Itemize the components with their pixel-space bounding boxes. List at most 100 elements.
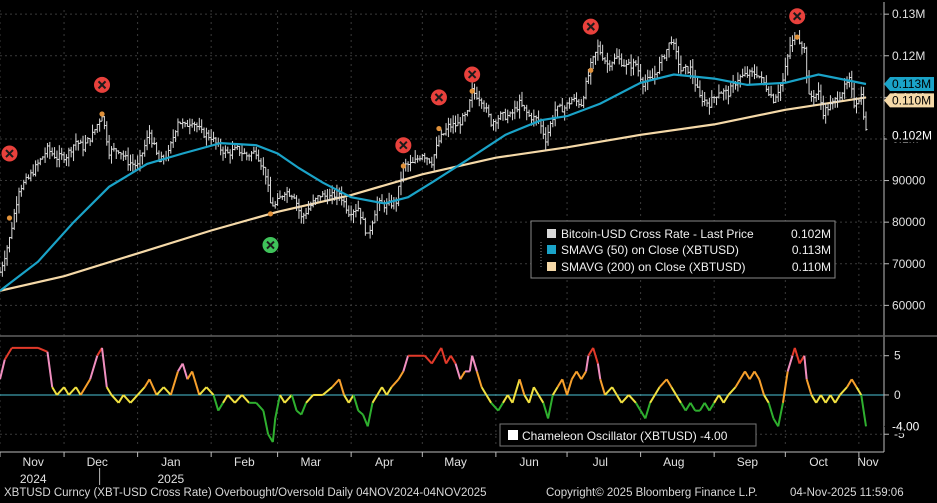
signal-dot	[794, 34, 800, 40]
oscillator-segment	[805, 378, 813, 396]
signal-marker-cross	[467, 70, 477, 79]
sma50-layer	[0, 73, 867, 292]
oscillator-segment	[649, 394, 656, 404]
oscillator-segment	[592, 347, 599, 364]
oscillator-segment	[786, 355, 794, 372]
oscillator-segment	[727, 386, 737, 396]
oscillator-segment	[490, 402, 499, 412]
sma200-layer	[0, 96, 867, 292]
footer-copyright: Copyright© 2025 Bloomberg Finance L.P.	[546, 487, 758, 499]
month-tick-label: Dec	[87, 455, 108, 469]
signal-marker-cross	[399, 140, 408, 150]
sma200-axis-tag: 0.110M	[884, 93, 934, 108]
price-axis-tag-box	[884, 128, 934, 143]
oscillator-segment	[675, 394, 682, 404]
oscillator-segment	[684, 402, 692, 412]
overbought-marker-icon	[1, 145, 18, 162]
oscillator-segment	[143, 378, 151, 388]
overbought-marker-icon	[94, 76, 111, 93]
sma200-line	[0, 96, 867, 292]
legend-swatch-sma50	[547, 245, 556, 254]
oscillator-segment	[480, 386, 488, 396]
oscillator-legend-box	[499, 423, 757, 447]
signal-marker-cross	[5, 149, 14, 158]
oscillator-segment	[665, 378, 673, 388]
oscillator-segment	[129, 394, 139, 404]
oscillator-tick-label: 5	[894, 349, 901, 363]
oscillator-segment	[68, 386, 77, 396]
oscillator-segment	[781, 371, 789, 403]
oscillator-segment	[850, 378, 858, 388]
overbought-marker-icon	[430, 89, 447, 106]
oscillator-segment	[212, 394, 220, 411]
oscillator-segment	[46, 351, 54, 388]
oscillator-segment	[217, 402, 224, 412]
oscillator-segment	[471, 355, 478, 372]
chart-footer: XBTUSD Curncy (XBT-USD Cross Rate) Overb…	[0, 485, 937, 503]
oscillator-segment	[222, 394, 229, 404]
sma200-axis-tag-text: 0.110M	[892, 93, 931, 107]
price-tick-label: 90000	[892, 174, 926, 188]
oscillator-segment	[635, 402, 642, 412]
oscillator-segment	[575, 370, 583, 380]
oscillator-segment	[570, 370, 578, 380]
month-tick-label: Sep	[737, 455, 759, 469]
oscillator-segment	[708, 402, 716, 412]
legend-value-sma50: 0.113M	[792, 243, 831, 257]
oscillator-segment	[658, 378, 668, 388]
oscillator-segment	[162, 386, 172, 396]
oscillator-segment	[829, 394, 837, 404]
oscillator-segment	[616, 394, 623, 404]
oscillator-segment	[338, 378, 345, 396]
price-axis-tag: 0.102M	[884, 128, 934, 143]
oscillator-legend: Chameleon Oscillator (XBTUSD) -4.00	[499, 423, 757, 447]
oscillator-segment	[753, 370, 761, 380]
oscillator-segment	[502, 394, 509, 404]
signal-marker-cross	[586, 22, 595, 31]
oscillator-segment	[537, 394, 545, 404]
oscillator-segment	[551, 386, 559, 396]
oscillator-segment	[0, 359, 6, 380]
oscillator-segment	[347, 394, 355, 404]
oscillator-segment	[279, 394, 286, 404]
oscillator-segment	[169, 371, 179, 396]
oscillator-segment	[63, 386, 70, 396]
oscillator-segment	[3, 347, 13, 361]
oscillator-axis-tag: -4.00	[884, 419, 934, 434]
oscillator-segment	[820, 394, 827, 404]
price-tick-label: 0.13M	[892, 7, 925, 21]
oscillator-segment	[815, 394, 822, 404]
oscillator-segment	[523, 394, 530, 404]
oscillator-segment	[722, 394, 730, 404]
oscillator-segment	[186, 370, 194, 380]
oscillator-segment	[255, 402, 265, 412]
month-tick-label: Mar	[300, 455, 321, 469]
signal-dot	[400, 163, 406, 169]
oscillator-segment	[241, 394, 250, 404]
price-tick-label: 70000	[892, 257, 926, 271]
oscillator-segment	[122, 394, 132, 404]
signal-dot	[6, 215, 13, 221]
month-tick-label: Jun	[519, 455, 538, 469]
oscillator-segment	[343, 394, 350, 404]
oscillator-segment	[532, 386, 540, 396]
legend-label-oscillator: Chameleon Oscillator (XBTUSD) -4.00	[522, 429, 728, 443]
price-legend-box	[530, 220, 836, 279]
oscillator-segment	[803, 355, 808, 380]
signal-marker-cross	[97, 80, 107, 90]
oscillator-segment	[506, 394, 514, 404]
overbought-marker-icon	[582, 18, 599, 35]
oscillator-segment	[262, 410, 270, 435]
axis-value-tags: 0.113M 0.110M 0.102M -4.00	[884, 77, 934, 434]
oscillator-segment	[547, 394, 554, 419]
oscillator-segment	[271, 418, 277, 443]
oscillator-segment	[362, 414, 369, 427]
oscillator-segment	[227, 394, 236, 404]
oscillator-segment	[105, 386, 113, 396]
oscillator-segment	[177, 363, 184, 372]
oscillator-segment	[300, 402, 307, 415]
oscillator-segment	[639, 410, 647, 420]
oscillator-segment	[739, 370, 746, 380]
oscillator-segment	[718, 394, 725, 404]
overbought-marker-icon	[789, 8, 806, 25]
